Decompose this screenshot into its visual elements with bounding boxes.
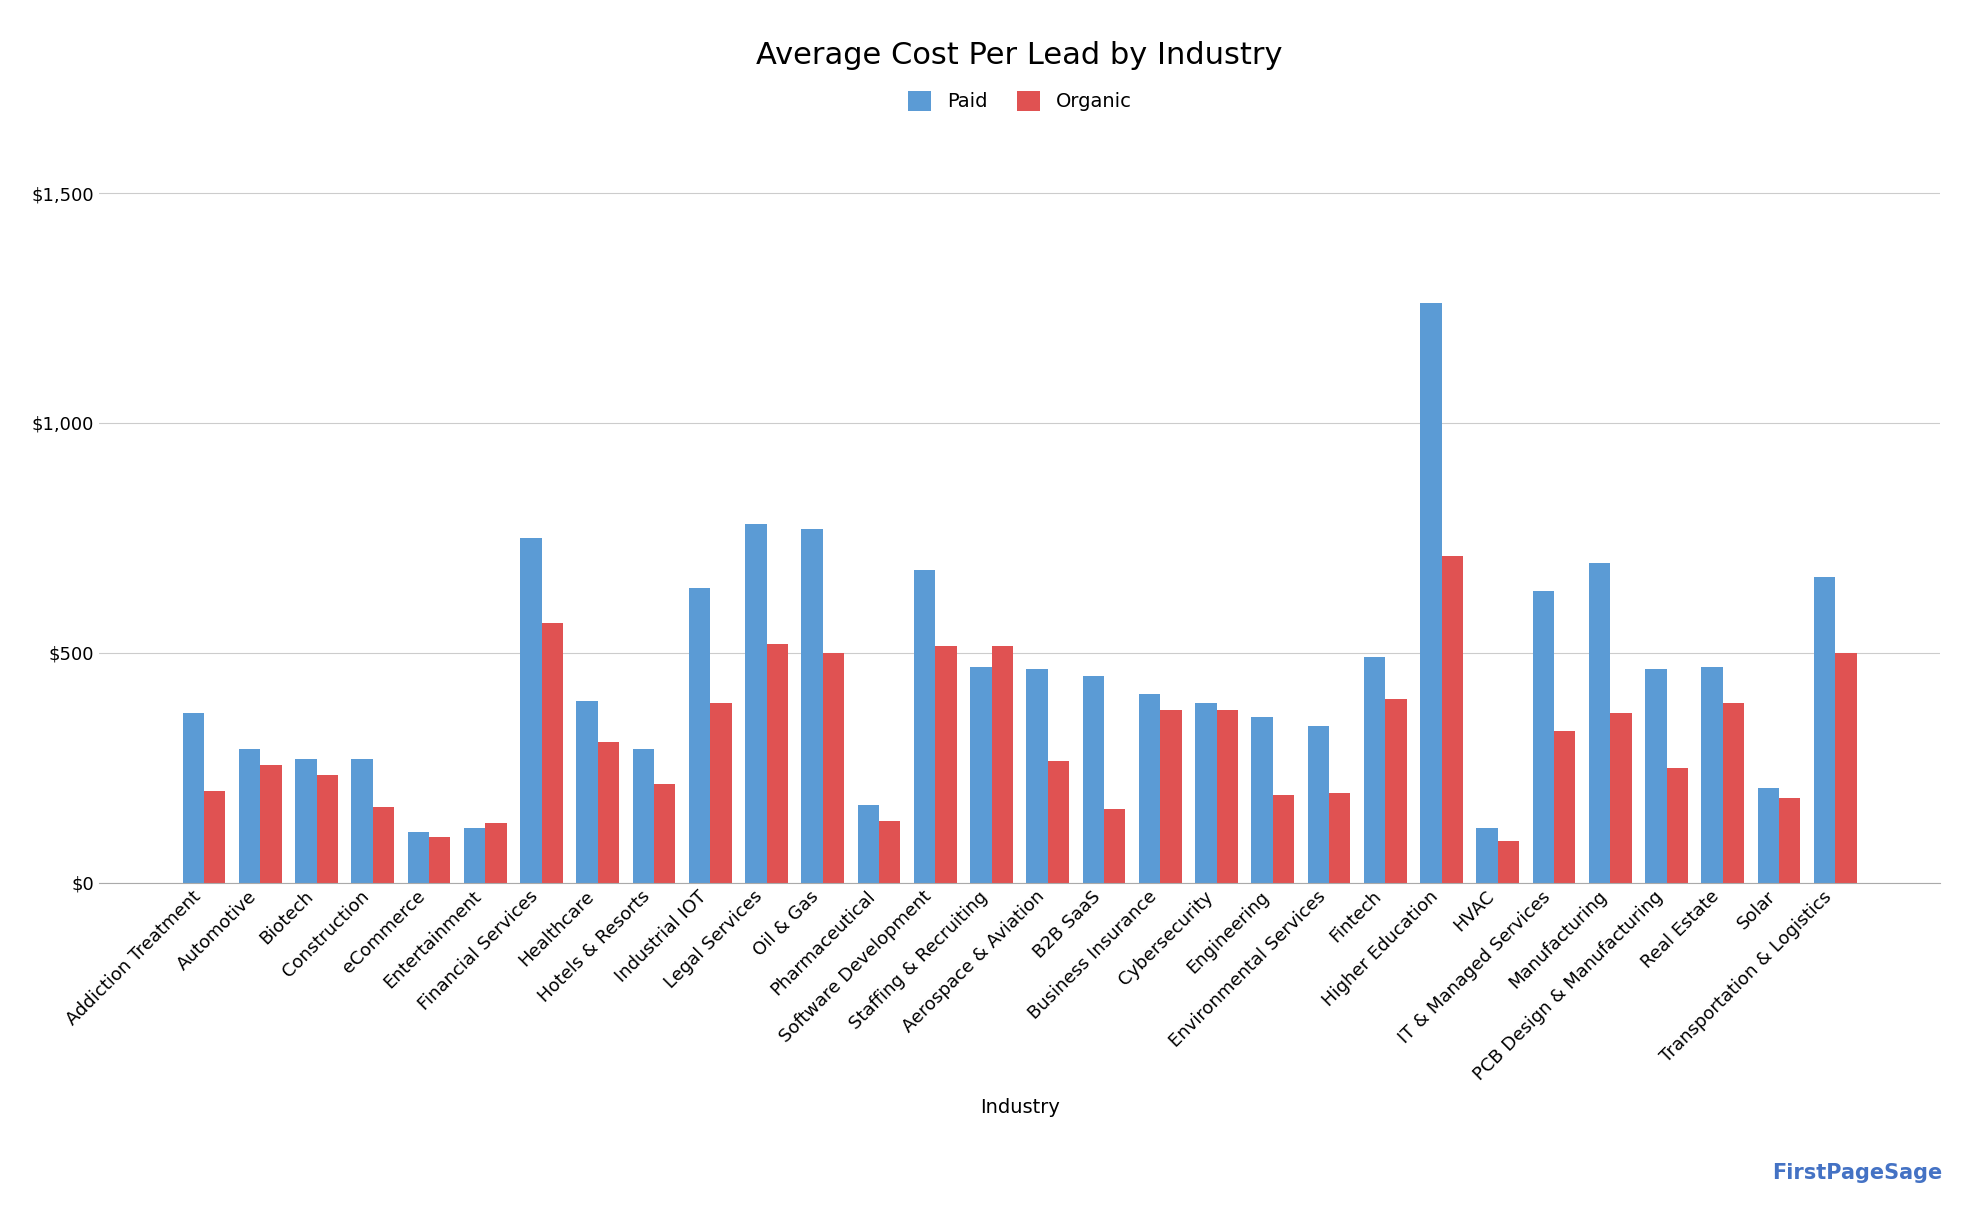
Text: FirstPageSage: FirstPageSage bbox=[1772, 1163, 1942, 1183]
Legend: Paid, Organic: Paid, Organic bbox=[909, 91, 1131, 112]
Bar bbox=[204, 791, 226, 883]
Bar bbox=[653, 783, 675, 883]
Bar bbox=[295, 759, 317, 883]
Bar bbox=[857, 804, 879, 883]
Bar bbox=[1588, 563, 1610, 883]
Bar bbox=[1083, 676, 1105, 883]
Bar bbox=[970, 667, 992, 883]
Bar bbox=[485, 823, 507, 883]
Title: Average Cost Per Lead by Industry: Average Cost Per Lead by Industry bbox=[756, 40, 1283, 70]
Bar bbox=[352, 759, 372, 883]
Bar bbox=[802, 528, 824, 883]
Bar bbox=[824, 652, 843, 883]
Bar bbox=[372, 807, 394, 883]
Bar bbox=[766, 644, 788, 883]
Bar bbox=[744, 524, 766, 883]
Bar bbox=[259, 765, 281, 883]
Bar bbox=[1160, 710, 1182, 883]
Bar bbox=[1196, 704, 1216, 883]
Bar bbox=[430, 836, 451, 883]
Bar bbox=[1307, 726, 1329, 883]
Bar bbox=[1667, 767, 1687, 883]
Bar bbox=[1420, 303, 1441, 883]
Bar bbox=[1758, 788, 1780, 883]
Bar bbox=[1497, 841, 1519, 883]
Bar bbox=[182, 712, 204, 883]
Bar bbox=[576, 701, 598, 883]
Bar bbox=[1105, 809, 1125, 883]
Bar bbox=[1610, 712, 1632, 883]
Bar bbox=[689, 588, 711, 883]
Bar bbox=[1533, 591, 1554, 883]
Bar bbox=[317, 775, 339, 883]
Bar bbox=[598, 743, 620, 883]
Bar bbox=[915, 570, 935, 883]
Bar bbox=[1026, 669, 1047, 883]
Bar bbox=[1251, 717, 1273, 883]
Bar bbox=[240, 749, 259, 883]
Bar bbox=[1441, 557, 1463, 883]
Bar bbox=[1554, 731, 1576, 883]
Bar bbox=[1701, 667, 1723, 883]
Bar bbox=[1835, 652, 1857, 883]
X-axis label: Industry: Industry bbox=[980, 1097, 1059, 1117]
Bar bbox=[711, 704, 733, 883]
Bar bbox=[1364, 657, 1386, 883]
Bar bbox=[1723, 704, 1744, 883]
Bar bbox=[521, 538, 543, 883]
Bar bbox=[463, 828, 485, 883]
Bar bbox=[1273, 796, 1295, 883]
Bar bbox=[634, 749, 653, 883]
Bar bbox=[1780, 798, 1800, 883]
Bar bbox=[1047, 761, 1069, 883]
Bar bbox=[1645, 669, 1667, 883]
Bar bbox=[1814, 577, 1835, 883]
Bar bbox=[1386, 699, 1406, 883]
Bar bbox=[1477, 828, 1497, 883]
Bar bbox=[879, 820, 901, 883]
Bar bbox=[935, 646, 956, 883]
Bar bbox=[1216, 710, 1238, 883]
Bar bbox=[408, 832, 430, 883]
Bar bbox=[992, 646, 1014, 883]
Bar bbox=[1138, 694, 1160, 883]
Bar bbox=[1329, 793, 1350, 883]
Bar bbox=[543, 623, 562, 883]
